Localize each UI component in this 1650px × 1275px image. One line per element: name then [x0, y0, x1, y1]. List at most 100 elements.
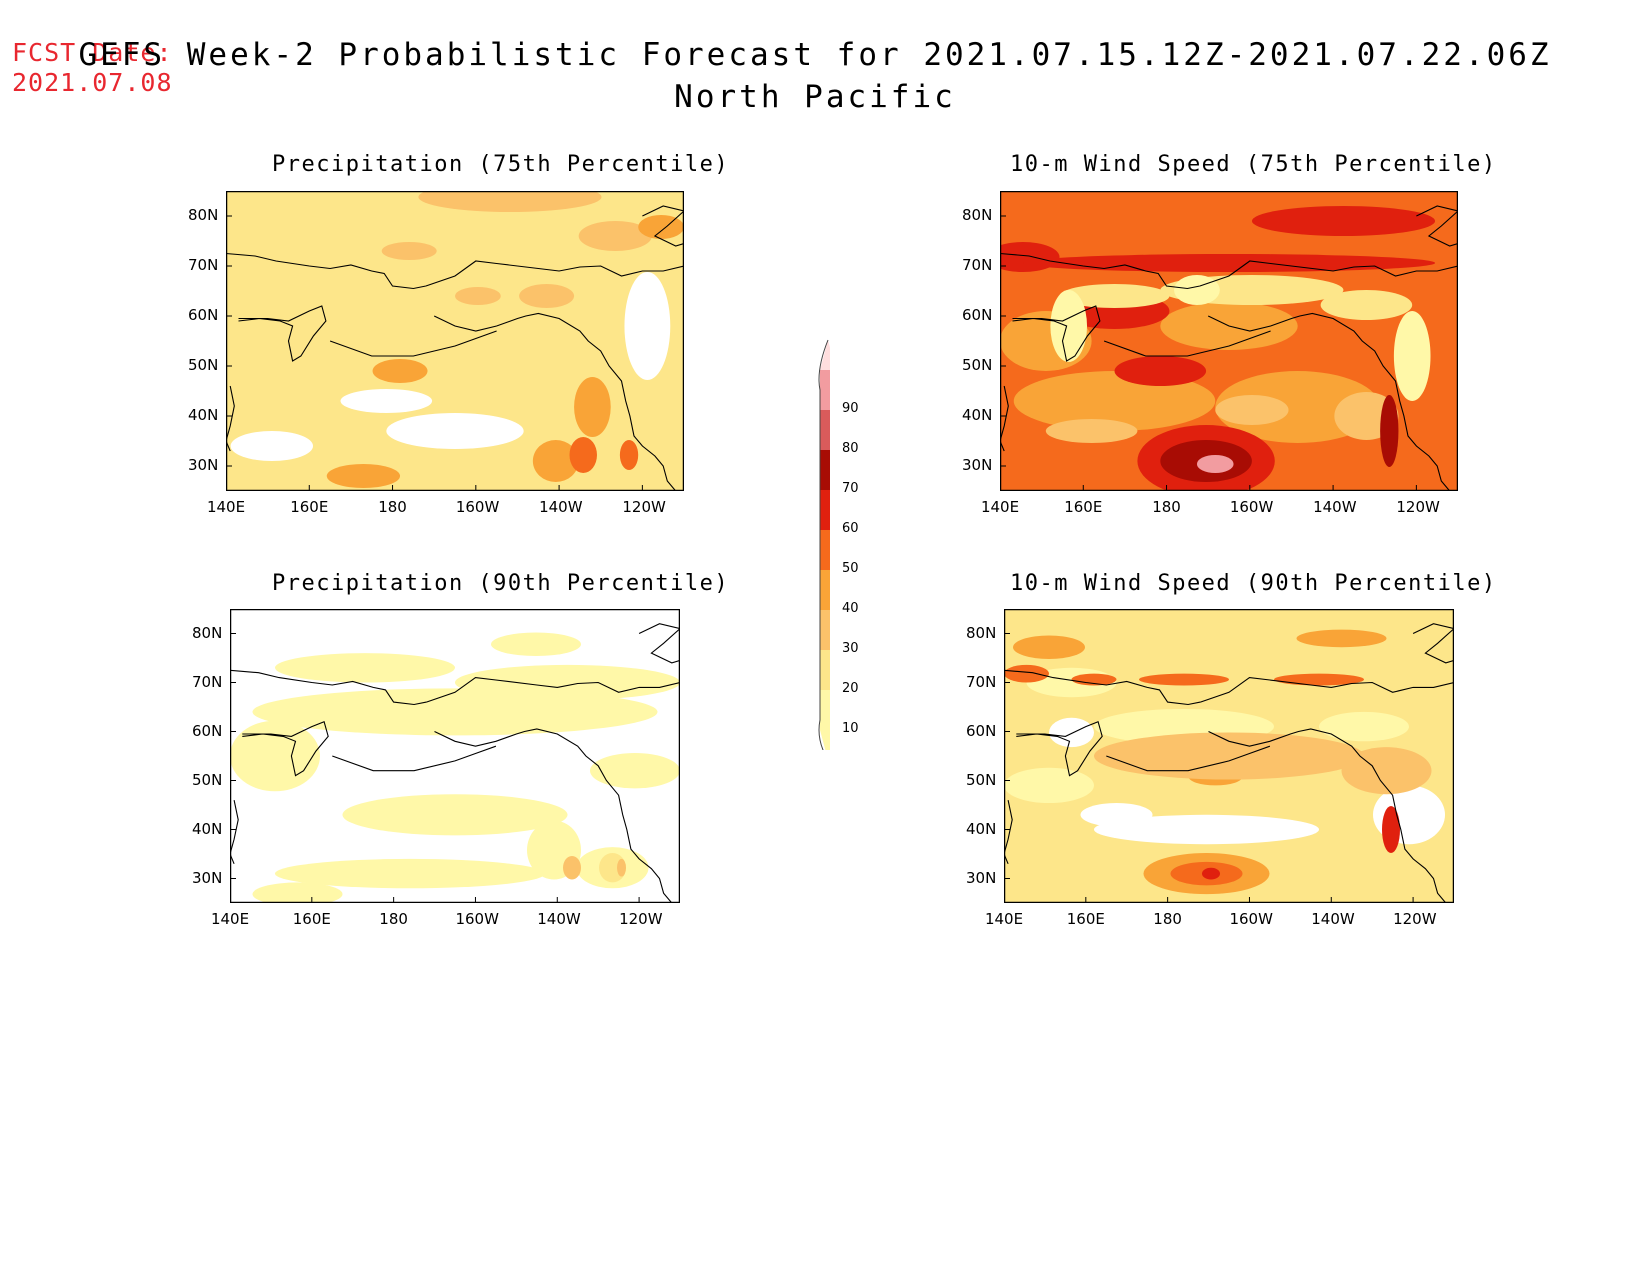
lon-label: 160W [1229, 498, 1274, 516]
lon-label: 120W [1396, 498, 1440, 516]
lat-label: 80N [962, 206, 993, 224]
colorbar-swatch [820, 610, 830, 650]
coastline-segment [1106, 745, 1271, 772]
lat-label: 60N [188, 306, 219, 324]
coastline-segment [230, 799, 239, 865]
fcst-date-label: FCST Date: [12, 38, 173, 67]
colorbar-swatch [820, 370, 830, 410]
contour-region [1045, 419, 1138, 443]
lon-label: 160W [455, 498, 500, 516]
contour-region [638, 215, 684, 239]
contour-region [386, 413, 524, 449]
lon-label: 140E [206, 498, 246, 516]
colorbar-label: 10 [842, 721, 859, 736]
contour-region [578, 221, 652, 251]
colorbar-swatch [820, 490, 830, 530]
map-precip-90 [230, 609, 680, 903]
ticks [226, 215, 643, 491]
coastline-segment [1199, 260, 1458, 287]
coastline [1004, 623, 1454, 903]
contour-region [532, 440, 579, 482]
lat-label: 70N [192, 672, 223, 691]
lon-label: 140W [539, 498, 583, 516]
coastline-segment [426, 677, 680, 703]
map-fill [1004, 609, 1454, 903]
contour-region [1202, 867, 1220, 880]
lon-label: 160E [1064, 498, 1103, 516]
contour-region [275, 653, 455, 683]
map-frame [230, 609, 680, 903]
lon-label: 160E [292, 910, 331, 928]
map-fill [230, 609, 680, 903]
lat-label: 50N [962, 356, 993, 374]
coastline [226, 205, 684, 491]
lat-label: 80N [966, 623, 997, 642]
contour-region [617, 858, 626, 877]
colorbar-bottom [820, 730, 830, 750]
coastline-segment [1004, 799, 1013, 865]
coastline-segment [434, 728, 673, 903]
contour-region [1080, 803, 1153, 827]
fcst-date-value: 2021.07.08 [12, 68, 173, 97]
lon-label: 120W [619, 910, 663, 928]
title-line-1: GEFS Week-2 Probabilistic Forecast for 2… [78, 37, 1552, 73]
contour-region [455, 664, 680, 701]
lon-label: 180 [1152, 498, 1181, 516]
ticks [1000, 215, 1417, 491]
colorbar-swatch [820, 410, 830, 450]
coastline-segment [1412, 623, 1454, 664]
lat-label: 30N [192, 868, 223, 887]
coastline [230, 623, 680, 903]
lat-label: 80N [192, 623, 223, 642]
map-fill [1000, 191, 1458, 491]
lat-label: 70N [966, 672, 997, 691]
lon-label: 160W [455, 910, 499, 928]
lon-label: 120W [1393, 910, 1437, 928]
contour-region [1393, 311, 1431, 401]
colorbar-edge [818, 339, 829, 750]
contour-region [342, 794, 568, 836]
coastline-segment [638, 623, 680, 664]
contour-region [1251, 206, 1436, 236]
contour-region [624, 272, 671, 380]
lat-label: 30N [188, 456, 219, 474]
contour-region [1320, 290, 1413, 320]
contour-region [418, 191, 602, 212]
map-wind-90 [1004, 609, 1454, 903]
coastline-segment [1103, 330, 1271, 357]
colorbar-swatch [820, 650, 830, 690]
lon-label: 180 [378, 498, 407, 516]
map-frame [1004, 609, 1454, 903]
contour-region [1050, 290, 1088, 362]
colorbar-label: 50 [842, 561, 859, 576]
lon-label: 140W [1313, 498, 1357, 516]
lon-label: 140E [980, 498, 1020, 516]
lat-label: 40N [962, 406, 993, 424]
lon-label: 140E [210, 910, 250, 928]
contour-region [1139, 673, 1229, 686]
lat-label: 50N [966, 770, 997, 789]
coastline-segment [433, 312, 677, 491]
map-wind-75 [1000, 191, 1458, 491]
page-title: GEFS Week-2 Probabilistic Forecast for 2… [0, 34, 1650, 118]
coastline-segment [425, 260, 684, 287]
ticks [230, 633, 640, 903]
map-frame [226, 191, 684, 491]
contour-region [372, 359, 428, 383]
panel-title-precip-75: Precipitation (75th Percentile) [272, 152, 730, 177]
forecast-date: FCST Date: 2021.07.08 [12, 38, 173, 98]
coastline-segment [332, 745, 497, 772]
colorbar-label: 90 [842, 401, 859, 416]
contour-region [381, 242, 437, 260]
contour-region [1196, 455, 1234, 473]
coastline-segment [1000, 385, 1009, 452]
lat-label: 40N [192, 819, 223, 838]
contour-region [1004, 664, 1049, 683]
contour-region [519, 284, 575, 308]
contour-region [563, 855, 581, 880]
colorbar-swatch [820, 690, 830, 730]
lon-label: 140W [537, 910, 581, 928]
contour-region [455, 287, 501, 305]
contour-region [1022, 254, 1436, 272]
coastline-segment [226, 252, 427, 290]
